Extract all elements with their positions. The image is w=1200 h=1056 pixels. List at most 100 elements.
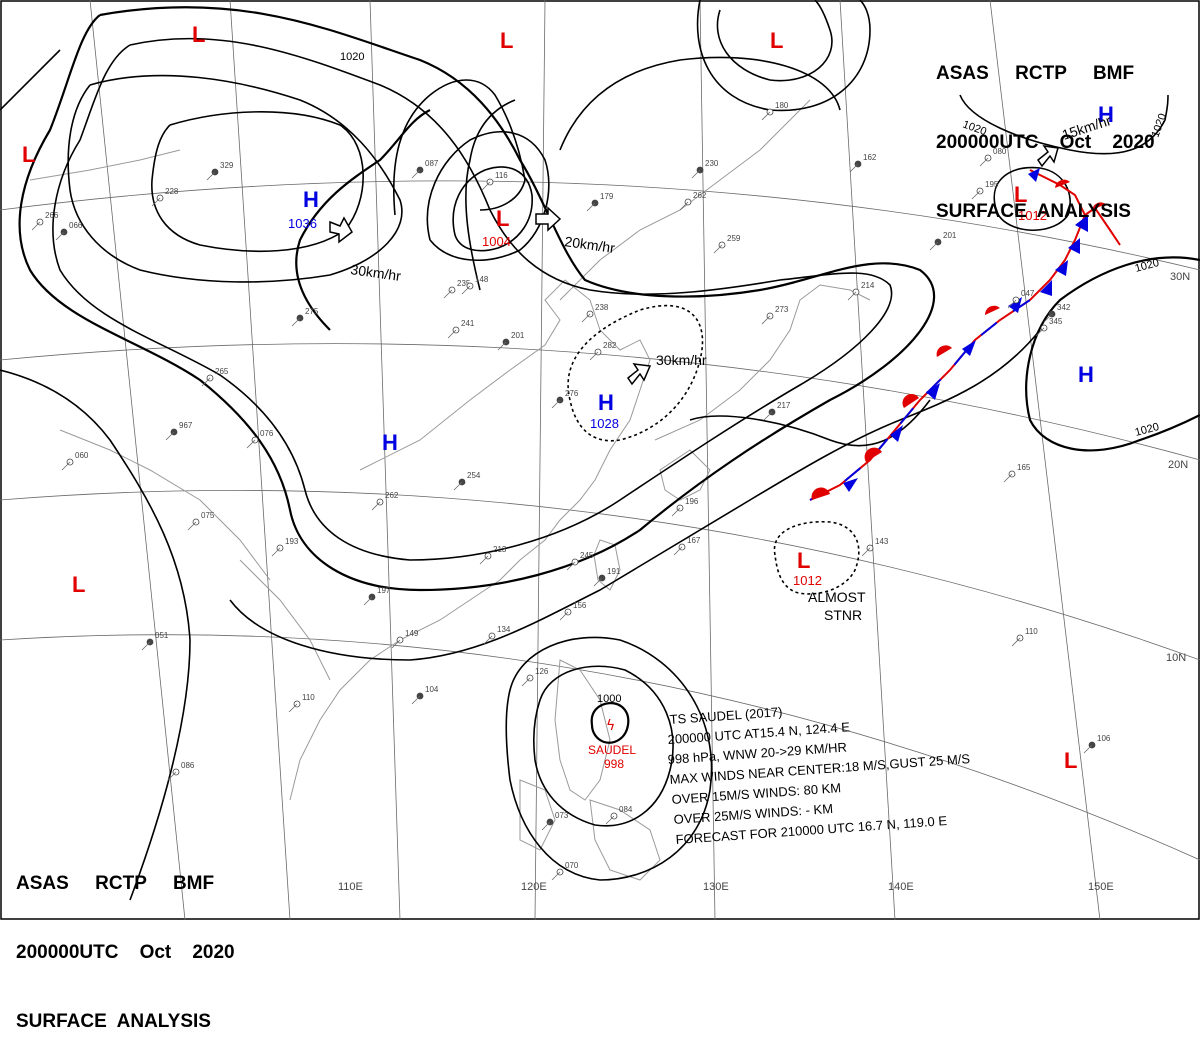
- station-pressure-label: 084: [619, 805, 633, 814]
- isobar-label-1000: 1000: [597, 693, 621, 705]
- station-pressure-label: 238: [595, 303, 609, 312]
- station-pressure-label: 180: [775, 101, 789, 110]
- station-pressure-label: 259: [727, 234, 741, 243]
- high-center: H: [1098, 102, 1114, 127]
- wind-barb: [861, 547, 871, 557]
- wind-barb: [671, 507, 681, 517]
- lon-label-140: 140E: [888, 881, 914, 893]
- high-center: H: [382, 430, 398, 455]
- header-line: 200000UTC Oct 2020: [936, 132, 1155, 153]
- wind-barb: [165, 431, 175, 441]
- station-pressure-label: 179: [600, 192, 614, 201]
- station-pressure-label: 116: [495, 171, 508, 180]
- wind-barb: [391, 639, 401, 649]
- low-center: L: [797, 548, 810, 573]
- wind-barb: [847, 291, 857, 301]
- wind-barb: [679, 201, 689, 211]
- wind-barb: [929, 241, 939, 251]
- station-pressure-label: 126: [535, 667, 549, 676]
- station-pressure-label: 066: [69, 221, 83, 230]
- wind-barb: [201, 377, 211, 387]
- movement-arrow-icon: [329, 216, 353, 244]
- wind-barb: [497, 341, 507, 351]
- station-pressure-label: 342: [1057, 303, 1071, 312]
- station-pressure-label: 167: [687, 536, 701, 545]
- station-pressure-label: 214: [861, 281, 875, 290]
- low-center: L: [770, 28, 783, 53]
- wind-barb: [605, 815, 615, 825]
- station-pressure-label: 156: [573, 601, 587, 610]
- wind-barb: [541, 821, 551, 831]
- low-center: L: [192, 22, 205, 47]
- movement-arrow-icon: [1036, 145, 1059, 168]
- tropical-storm-icon: ϟ: [606, 718, 615, 734]
- station-pressure-label: 197: [377, 586, 391, 595]
- low-center: L: [1014, 182, 1027, 207]
- station-pressure-label: 080: [993, 147, 1007, 156]
- wind-barb: [1007, 299, 1017, 309]
- movement-arrows: [329, 145, 1059, 386]
- station-pressure-label: 076: [260, 429, 274, 438]
- isobars: [0, 0, 1200, 901]
- station-pressure-label: 051: [155, 631, 169, 640]
- low-pressure-value: 1012: [1018, 208, 1047, 223]
- wind-barb: [363, 596, 373, 606]
- isobar-label-1020-e: 1020: [1134, 257, 1161, 275]
- wind-barb: [673, 546, 683, 556]
- low-center: L: [496, 206, 509, 231]
- station-pressure-label: 075: [201, 511, 215, 520]
- station-pressure-label: 230: [705, 159, 719, 168]
- high-center: H: [598, 390, 614, 415]
- station-pressure-label: 213: [493, 545, 507, 554]
- wind-barb: [141, 641, 151, 651]
- wind-barb: [31, 221, 41, 231]
- wind-barb: [551, 871, 561, 881]
- wind-barb: [187, 521, 197, 531]
- low-pressure-value: 1004: [482, 234, 511, 249]
- wind-barb: [291, 317, 301, 327]
- wind-barb: [443, 289, 453, 299]
- wind-barb: [371, 501, 381, 511]
- station-pressure-label: 201: [511, 331, 525, 340]
- wind-barb: [761, 315, 771, 325]
- station-pressure-label: 345: [1049, 317, 1063, 326]
- station-pressure-label: 282: [603, 341, 617, 350]
- lon-label-130: 130E: [703, 881, 729, 893]
- station-pressure-label: 254: [467, 471, 481, 480]
- station-pressure-label: 235: [457, 279, 471, 288]
- high-pressure-value: 1028: [590, 416, 619, 431]
- wind-barb: [461, 285, 471, 295]
- movement-speed-label: 30km/hr: [656, 352, 707, 368]
- wind-barb: [447, 329, 457, 339]
- station-pressure-label: 162: [863, 153, 877, 162]
- lon-label-120: 120E: [521, 881, 547, 893]
- movement-arrow-icon: [535, 206, 562, 232]
- station-pressure-label: 241: [461, 319, 475, 328]
- wind-barb: [979, 157, 989, 167]
- high-center: H: [303, 187, 319, 212]
- station-pressure-label: 086: [181, 761, 195, 770]
- station-pressure-label: 195: [985, 180, 999, 189]
- wind-barb: [559, 611, 569, 621]
- wind-barb: [581, 313, 591, 323]
- header-line: SURFACE ANALYSIS: [16, 1011, 211, 1032]
- wind-barb: [763, 411, 773, 421]
- wind-barb: [1035, 327, 1045, 337]
- wind-barb: [586, 202, 596, 212]
- low-center: L: [500, 28, 513, 53]
- storm-name-label: SAUDEL: [588, 743, 636, 757]
- movement-speed-label: 30km/hr: [350, 261, 403, 284]
- pressure-values: 1036 1004 1028 1012 1012: [288, 208, 1047, 588]
- station-pressure-label: 148: [475, 275, 489, 284]
- wind-barb: [411, 695, 421, 705]
- lon-label-110: 110E: [338, 881, 363, 893]
- station-pressure-label: 073: [555, 811, 569, 820]
- chart-header-top: ASAS RCTP BMF 200000UTC Oct 2020 SURFACE…: [936, 16, 1155, 246]
- station-pressure-label: 228: [165, 187, 179, 196]
- station-pressure-label: 217: [777, 401, 791, 410]
- wind-barb: [271, 547, 281, 557]
- station-pressure-label: 149: [405, 629, 419, 638]
- wind-barb: [481, 181, 491, 191]
- low-center: L: [72, 572, 85, 597]
- header-line: ASAS RCTP BMF: [16, 873, 215, 894]
